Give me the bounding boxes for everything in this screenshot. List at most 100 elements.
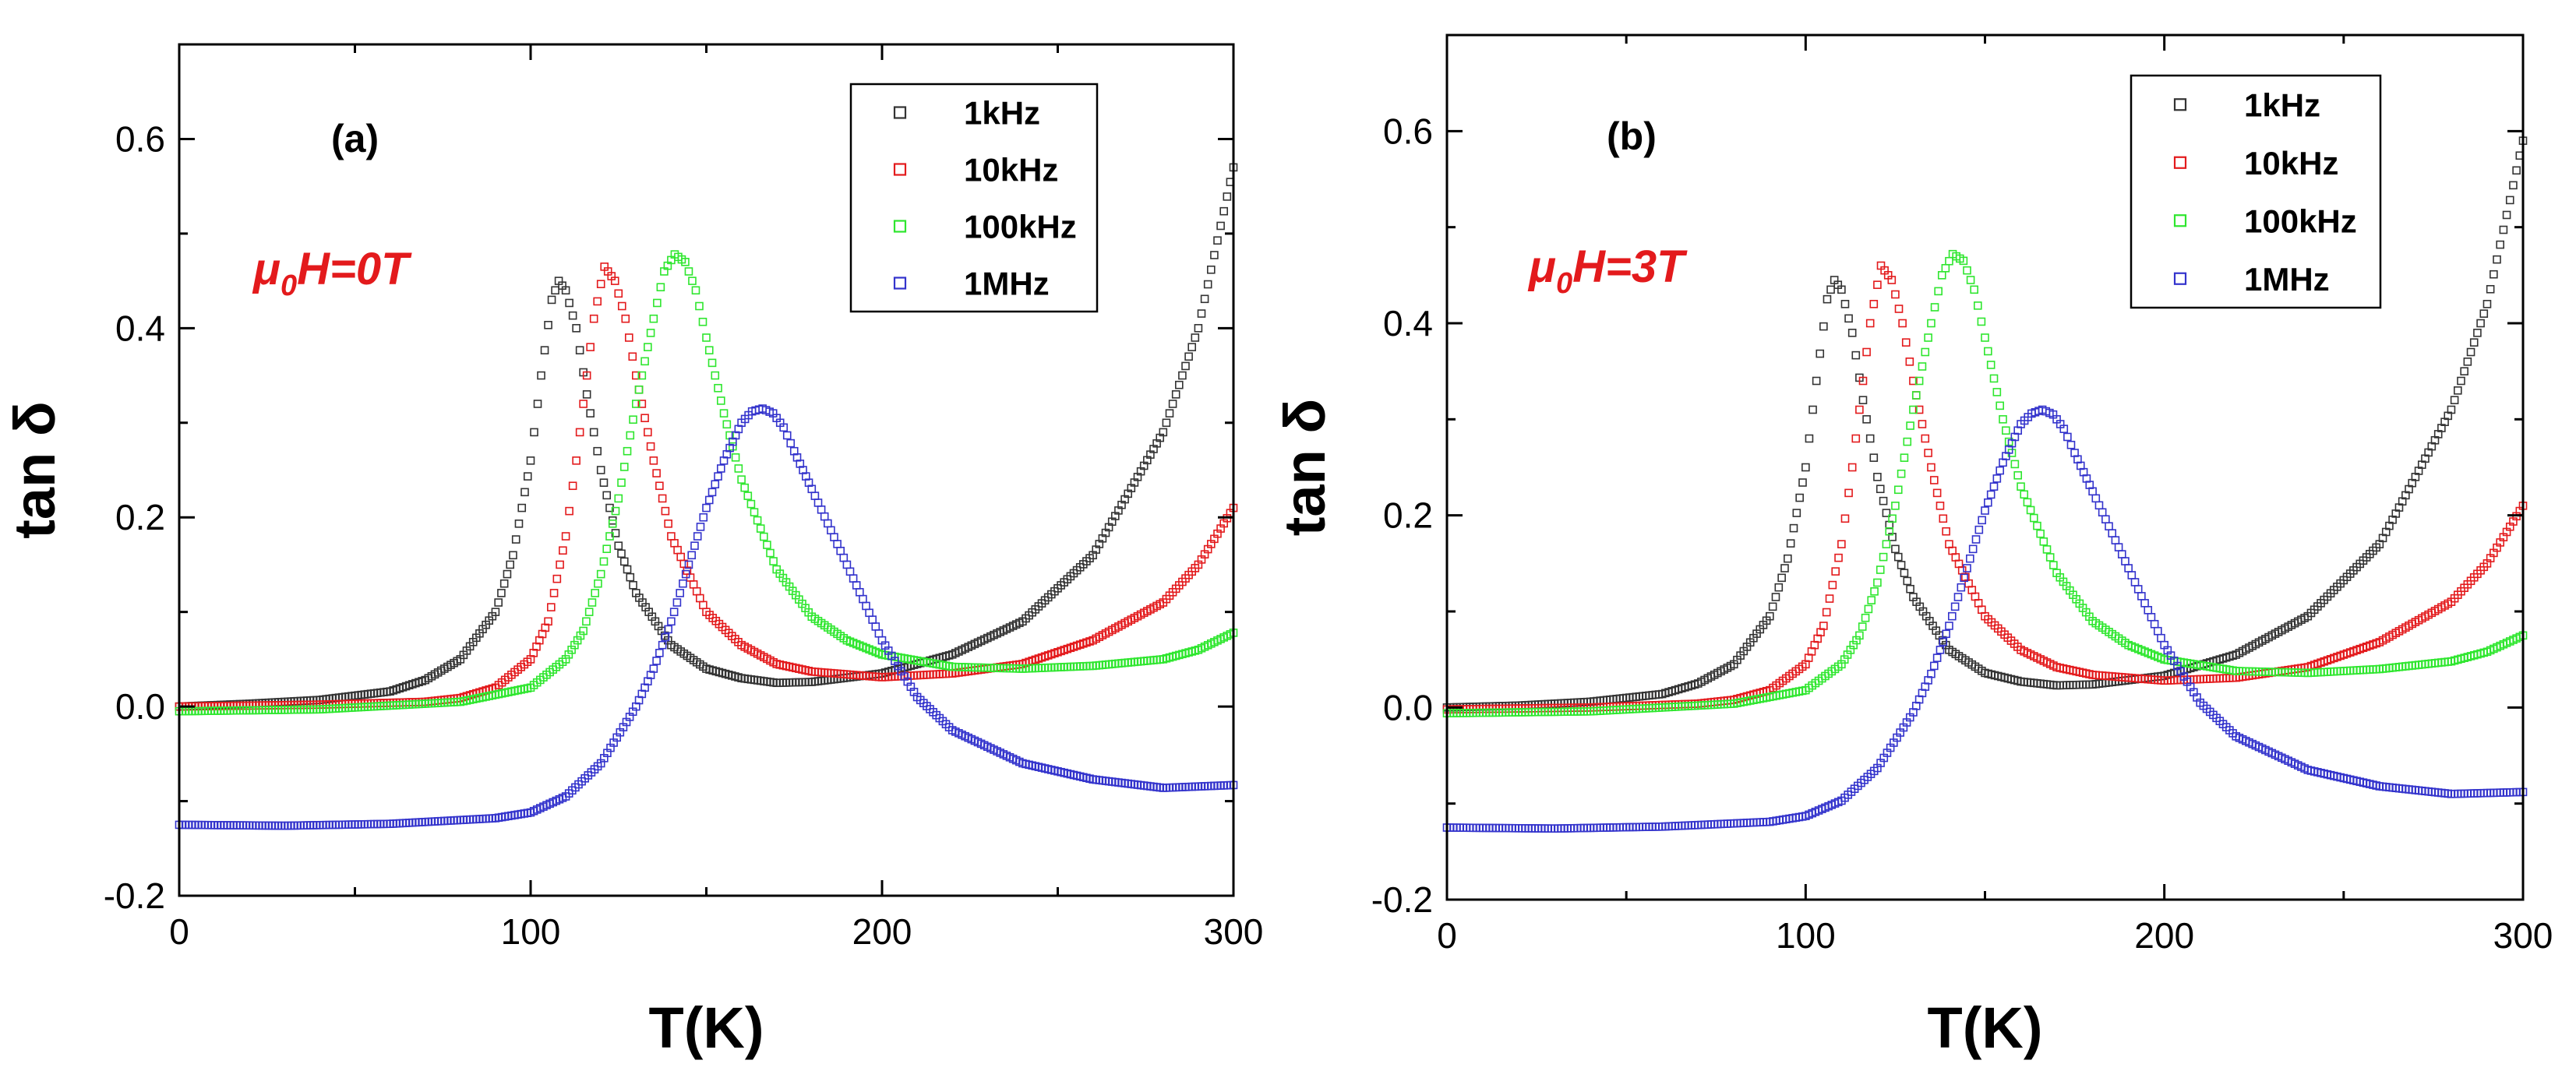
data-point xyxy=(1812,376,1821,386)
data-point xyxy=(1903,576,1912,586)
data-point xyxy=(540,346,549,354)
data-point xyxy=(1905,358,1914,366)
legend-marker xyxy=(2173,98,2187,111)
field-annotation: μ0H=0T xyxy=(252,244,412,302)
data-point xyxy=(2454,386,2462,395)
data-point xyxy=(1825,594,1834,603)
data-point xyxy=(699,513,708,522)
data-point xyxy=(1953,593,1963,601)
data-point xyxy=(568,481,577,491)
data-point xyxy=(1914,405,1924,414)
data-point xyxy=(1924,333,1932,342)
data-point xyxy=(2066,440,2076,449)
data-point xyxy=(786,439,796,448)
data-point xyxy=(1963,564,1971,572)
data-point xyxy=(1203,280,1212,289)
data-point xyxy=(596,466,605,474)
data-point xyxy=(1869,300,1879,308)
data-point xyxy=(1844,314,1853,323)
data-point xyxy=(1996,401,2004,410)
data-point xyxy=(520,488,529,497)
data-point xyxy=(1786,539,1795,548)
legend-label: 1kHz xyxy=(964,95,1040,132)
data-point xyxy=(561,532,570,541)
data-point xyxy=(1973,301,1982,310)
data-point xyxy=(766,548,775,558)
data-point xyxy=(614,541,623,550)
data-point xyxy=(582,617,591,626)
data-point xyxy=(588,598,597,607)
data-point xyxy=(1175,380,1184,389)
data-point xyxy=(2121,557,2130,565)
data-point xyxy=(1826,285,1835,294)
data-point xyxy=(649,664,658,673)
data-point xyxy=(2049,561,2058,569)
data-point xyxy=(1927,319,1936,328)
data-point xyxy=(2036,529,2045,538)
data-point xyxy=(2466,347,2475,357)
field-rest: H=0T xyxy=(297,244,412,294)
y-tick-label: 0.6 xyxy=(1383,111,1433,151)
data-point xyxy=(1822,608,1831,617)
data-point xyxy=(611,506,620,516)
legend-label: 1MHz xyxy=(964,266,1050,302)
data-point xyxy=(1989,482,1999,491)
data-point xyxy=(676,589,684,597)
data-point xyxy=(640,357,649,366)
data-point xyxy=(626,431,635,440)
data-point xyxy=(623,565,632,574)
data-point xyxy=(1968,544,1978,554)
data-point xyxy=(586,409,595,417)
legend: 1kHz 10kHz 100kHz 1MHz xyxy=(2130,74,2382,309)
series-1MHz xyxy=(1442,405,2528,833)
data-point xyxy=(667,617,676,626)
data-point xyxy=(593,297,602,306)
data-point xyxy=(2469,338,2479,347)
data-point xyxy=(1891,290,1900,299)
data-point xyxy=(691,286,700,295)
data-point xyxy=(810,491,820,500)
data-point xyxy=(1780,564,1789,572)
y-tick-label: 0.2 xyxy=(1383,495,1433,536)
data-point xyxy=(2137,592,2146,601)
data-point xyxy=(1808,405,1817,414)
series-100kHz xyxy=(1442,249,2528,718)
data-point xyxy=(1864,604,1873,614)
data-point xyxy=(1914,376,1924,386)
y-tick-label: -0.2 xyxy=(1371,879,1433,920)
data-point xyxy=(544,320,552,329)
data-point xyxy=(702,503,711,513)
data-point xyxy=(1213,236,1222,245)
data-point xyxy=(547,603,556,611)
data-point xyxy=(499,579,509,588)
data-point xyxy=(656,283,665,292)
data-point xyxy=(1906,421,1914,430)
data-point xyxy=(669,608,679,616)
data-point xyxy=(753,516,762,525)
data-point xyxy=(1984,347,1992,356)
data-point xyxy=(1942,527,1950,536)
data-point xyxy=(1851,351,1861,360)
data-point xyxy=(1847,329,1857,337)
data-point xyxy=(1927,463,1936,472)
data-point xyxy=(692,587,701,596)
data-point xyxy=(1200,294,1209,304)
legend-marker xyxy=(893,163,907,176)
data-point xyxy=(1789,523,1798,533)
data-point xyxy=(1191,333,1200,342)
data-point xyxy=(716,396,725,405)
legend-label: 100kHz xyxy=(2244,203,2357,239)
data-point xyxy=(2450,396,2459,404)
y-axis-label: tan δ xyxy=(2,401,67,538)
data-point xyxy=(672,598,682,607)
data-point xyxy=(708,488,717,497)
data-point xyxy=(1893,485,1903,495)
data-point xyxy=(503,569,512,579)
data-point xyxy=(1805,434,1814,443)
data-point xyxy=(584,608,594,616)
data-point xyxy=(695,594,704,603)
data-point xyxy=(689,580,698,589)
data-point xyxy=(1966,276,1975,284)
data-point xyxy=(2091,494,2101,503)
data-point xyxy=(1957,583,1966,592)
